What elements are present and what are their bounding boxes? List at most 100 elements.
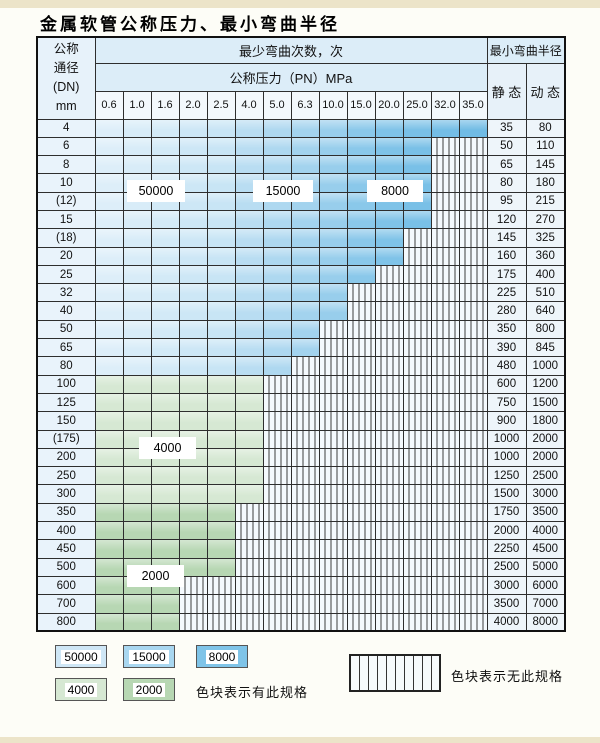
- spec-available-cell: [290, 301, 320, 321]
- no-spec-hatched-cell: [318, 429, 348, 449]
- table-row: 20 160 360: [36, 246, 566, 266]
- table-row: 40 280 640: [36, 301, 566, 321]
- spec-available-cell: [318, 246, 348, 266]
- dn-value-cell: 150: [36, 411, 96, 431]
- spec-available-cell: [374, 136, 404, 157]
- dn-value-cell: 300: [36, 484, 96, 504]
- cycle-count-label: 8000: [367, 180, 423, 202]
- spec-available-cell: [206, 319, 236, 340]
- spec-available-cell: [94, 209, 124, 230]
- spec-available-cell: [346, 136, 376, 157]
- no-spec-hatched-cell: [290, 539, 320, 559]
- no-spec-hatched-cell: [458, 521, 488, 541]
- dn-column-header: 公称 通径 (DN) mm: [36, 36, 96, 120]
- spec-available-cell: [94, 246, 124, 266]
- no-spec-hatched-cell: [430, 557, 460, 577]
- no-spec-hatched-cell: [458, 228, 488, 248]
- min-bend-radius-header: 最小弯曲半径: [486, 36, 566, 64]
- spec-available-cell: [122, 136, 152, 157]
- no-spec-hatched-cell: [402, 521, 432, 541]
- spec-available-cell: [318, 155, 348, 175]
- top-margin-strip: [0, 0, 600, 8]
- dynamic-radius-cell: 180: [525, 173, 566, 193]
- no-spec-hatched-cell: [262, 521, 292, 541]
- no-spec-hatched-cell: [290, 374, 320, 394]
- static-radius-cell: 35: [486, 118, 527, 138]
- dn-value-cell: 40: [36, 301, 96, 321]
- spec-available-cell: [402, 155, 432, 175]
- no-spec-hatched-cell: [402, 356, 432, 376]
- no-spec-hatched-cell: [290, 429, 320, 449]
- pressure-column-header: 15.0: [346, 90, 376, 120]
- dn-value-cell: 50: [36, 319, 96, 340]
- spec-available-cell: [206, 228, 236, 248]
- spec-available-cell: [122, 612, 152, 632]
- spec-available-cell: [94, 447, 124, 468]
- spec-available-cell: [94, 502, 124, 523]
- spec-available-cell: [122, 374, 152, 394]
- spec-available-cell: [318, 283, 348, 303]
- dn-value-cell: 15: [36, 209, 96, 230]
- no-spec-hatched-cell: [402, 466, 432, 486]
- spec-available-cell: [234, 374, 264, 394]
- spec-available-cell: [374, 118, 404, 138]
- spec-available-cell: [206, 118, 236, 138]
- no-spec-hatched-cell: [458, 502, 488, 523]
- dynamic-radius-cell: 640: [525, 301, 566, 321]
- no-spec-hatched-cell: [374, 557, 404, 577]
- table-row: 125 750 1500: [36, 392, 566, 413]
- spec-available-cell: [262, 209, 292, 230]
- no-spec-hatched-cell: [346, 612, 376, 632]
- no-spec-hatched-cell: [318, 447, 348, 468]
- spec-available-cell: [94, 356, 124, 376]
- dynamic-radius-cell: 270: [525, 209, 566, 230]
- legend-item-label: 50000: [61, 649, 101, 664]
- dynamic-radius-cell: 4000: [525, 521, 566, 541]
- no-spec-hatched-cell: [458, 283, 488, 303]
- spec-available-cell: [178, 173, 208, 193]
- spec-available-cell: [178, 283, 208, 303]
- spec-available-cell: [206, 557, 236, 577]
- no-spec-hatched-cell: [374, 447, 404, 468]
- dn-value-cell: 125: [36, 392, 96, 413]
- spec-available-cell: [318, 191, 348, 211]
- spec-available-cell: [150, 612, 180, 632]
- no-spec-hatched-cell: [430, 612, 460, 632]
- table-row: 350 1750 3500: [36, 502, 566, 523]
- legend-item: 8000: [196, 645, 248, 668]
- no-spec-hatched-cell: [402, 374, 432, 394]
- dynamic-radius-cell: 5000: [525, 557, 566, 577]
- no-spec-hatched-cell: [346, 502, 376, 523]
- cycle-count-label: 4000: [139, 437, 196, 459]
- static-radius-cell: 95: [486, 191, 527, 211]
- static-radius-cell: 480: [486, 356, 527, 376]
- no-spec-hatched-cell: [346, 466, 376, 486]
- no-spec-hatched-cell: [346, 447, 376, 468]
- no-spec-hatched-cell: [346, 411, 376, 431]
- pressure-column-header: 35.0: [458, 90, 488, 120]
- spec-available-cell: [94, 319, 124, 340]
- spec-available-cell: [262, 136, 292, 157]
- spec-available-cell: [178, 228, 208, 248]
- spec-available-cell: [122, 539, 152, 559]
- spec-available-cell: [150, 338, 180, 358]
- no-spec-hatched-cell: [402, 557, 432, 577]
- spec-available-cell: [122, 338, 152, 358]
- dn-value-cell: 8: [36, 155, 96, 175]
- no-spec-hatched-cell: [374, 356, 404, 376]
- no-spec-hatched-cell: [458, 209, 488, 230]
- table-row: 500 2500 5000: [36, 557, 566, 577]
- no-spec-hatched-cell: [290, 521, 320, 541]
- dn-value-cell: 100: [36, 374, 96, 394]
- dn-value-cell: 600: [36, 575, 96, 596]
- spec-available-cell: [94, 612, 124, 632]
- pressure-column-header: 32.0: [430, 90, 460, 120]
- dynamic-radius-cell: 360: [525, 246, 566, 266]
- dynamic-radius-cell: 325: [525, 228, 566, 248]
- spec-available-cell: [122, 521, 152, 541]
- nominal-pressure-header: 公称压力（PN）MPa: [94, 62, 488, 92]
- dynamic-radius-cell: 80: [525, 118, 566, 138]
- dynamic-radius-cell: 215: [525, 191, 566, 211]
- table-row: 15 120 270: [36, 209, 566, 230]
- no-spec-hatched-cell: [374, 283, 404, 303]
